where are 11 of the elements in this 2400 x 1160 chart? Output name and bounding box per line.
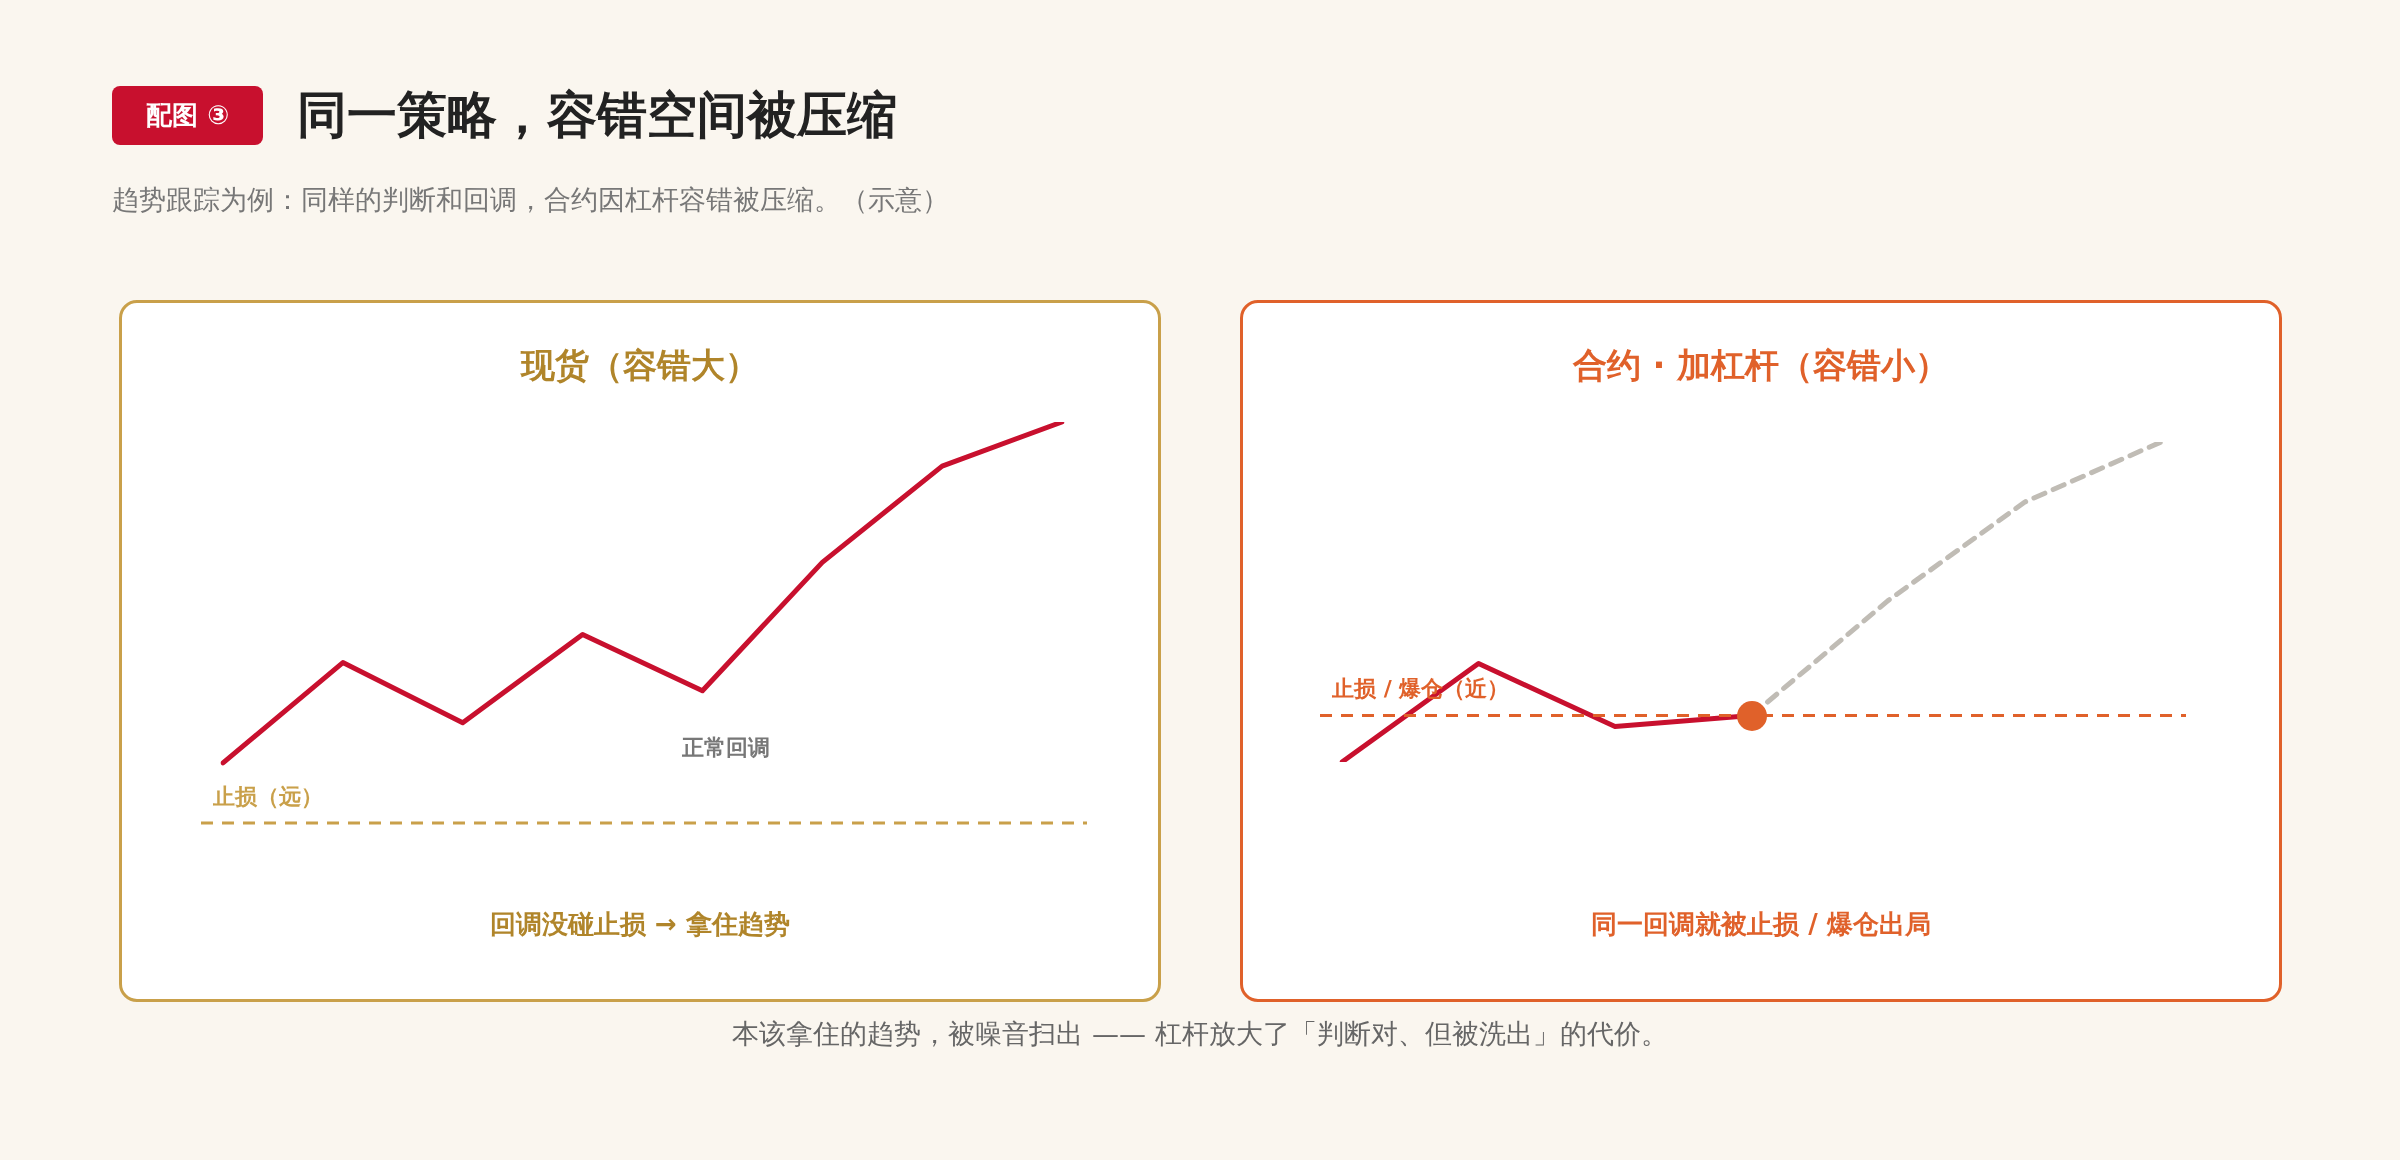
chart-title: 合约 · 加杠杆（容错小）: [1571, 344, 1951, 387]
text: 同一策略，容错空间被压缩: [297, 85, 898, 146]
ref-line-label: 止损（远）: [212, 783, 323, 809]
text: 本该拿住的趋势，被噪音扫出 —— 杠杆放大了「判断对、但被洗出」的代价。: [731, 1017, 1669, 1051]
text: 回调没碰止损 → 拿住趋势: [489, 908, 791, 941]
chart-title: 现货（容错大）: [519, 344, 760, 387]
text: 趋势跟踪为例：同样的判断和回调，合约因杠杆容错被压缩。（示意）: [112, 183, 949, 217]
text: 同一回调就被止损 / 爆仓出局: [1590, 908, 1932, 941]
text: 配图 ③: [112, 86, 264, 145]
ref-line-label: 止损 / 爆仓（近）: [1331, 676, 1510, 702]
annotation: 正常回调: [682, 734, 770, 762]
